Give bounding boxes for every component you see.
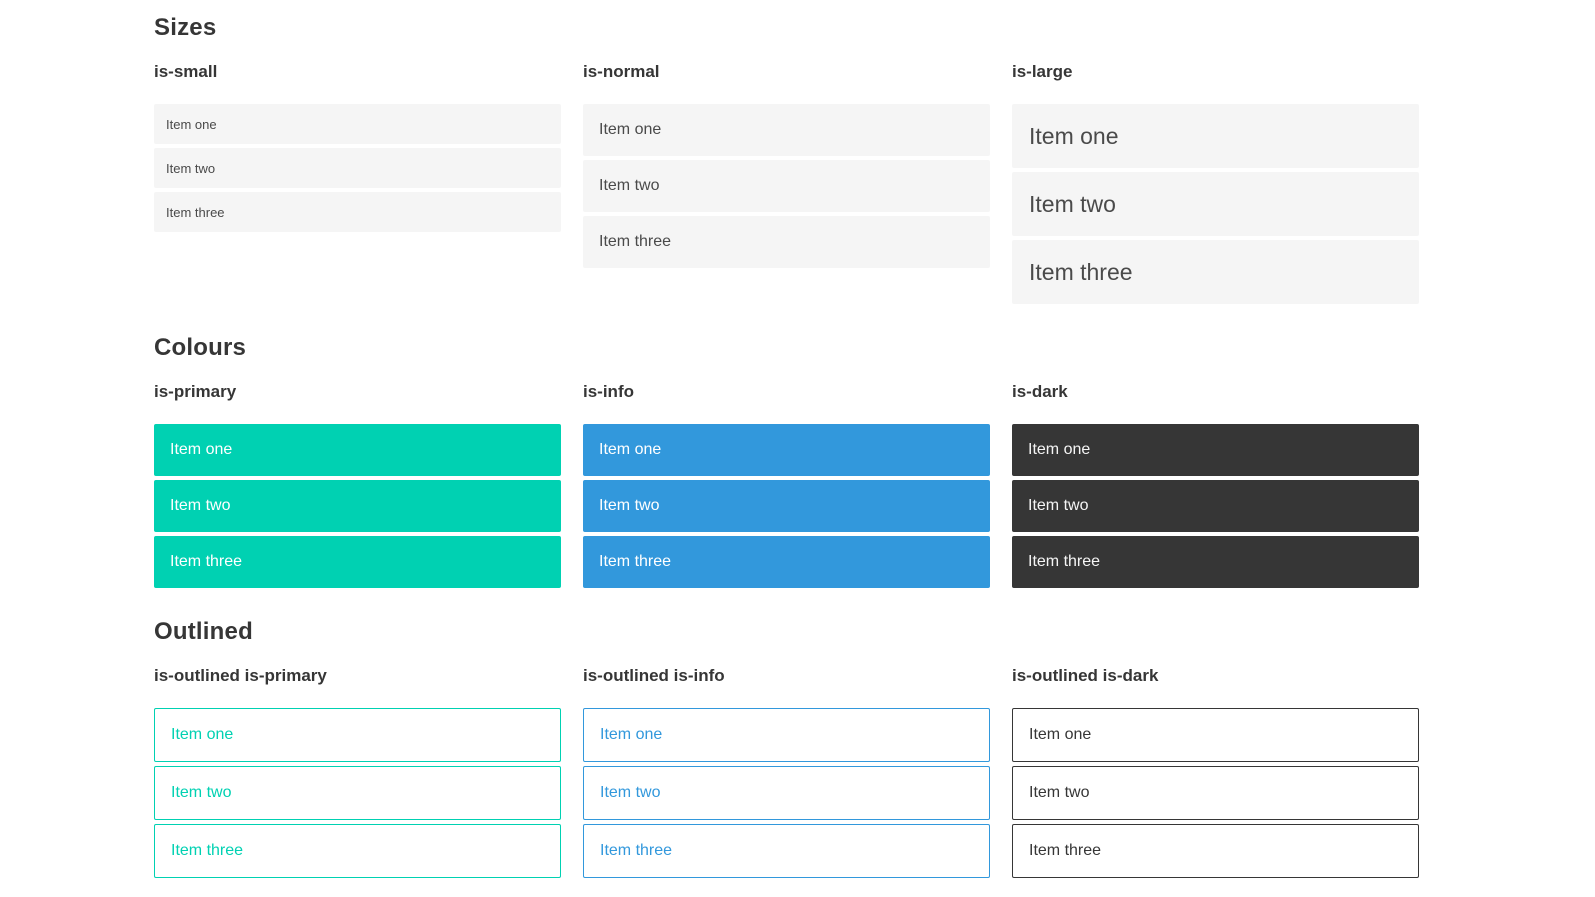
list-item[interactable]: Item one — [1012, 104, 1419, 168]
list: Item one Item two Item three — [1012, 104, 1419, 304]
list-group-is-small: is-small Item one Item two Item three — [154, 62, 561, 232]
list: Item one Item two Item three — [154, 424, 561, 588]
list-demo-page: Sizes is-small Item one Item two Item th… — [154, 14, 1419, 878]
group-label: is-outlined is-dark — [1012, 666, 1159, 685]
list-item[interactable]: Item three — [1012, 824, 1419, 878]
list-group-is-outlined-is-primary: is-outlined is-primary Item one Item two… — [154, 666, 561, 878]
list-item[interactable]: Item one — [154, 708, 561, 762]
list: Item one Item two Item three — [1012, 708, 1419, 878]
list: Item one Item two Item three — [154, 104, 561, 232]
list-item[interactable]: Item two — [154, 480, 561, 532]
list-item[interactable]: Item two — [154, 148, 561, 188]
list: Item one Item two Item three — [1012, 424, 1419, 588]
group-label: is-info — [583, 382, 634, 401]
list-group-is-info: is-info Item one Item two Item three — [583, 382, 990, 588]
list-item[interactable]: Item three — [1012, 240, 1419, 304]
list-item[interactable]: Item one — [154, 104, 561, 144]
list-item[interactable]: Item three — [1012, 536, 1419, 588]
group-label: is-dark — [1012, 382, 1068, 401]
list-item[interactable]: Item two — [1012, 766, 1419, 820]
group-label: is-small — [154, 62, 218, 81]
list-item[interactable]: Item two — [1012, 172, 1419, 236]
section-title: Sizes — [154, 14, 217, 41]
list-item[interactable]: Item one — [583, 104, 990, 156]
list-item[interactable]: Item three — [583, 216, 990, 268]
colours-groups: is-primary Item one Item two Item three … — [154, 382, 1419, 588]
list-item[interactable]: Item three — [583, 536, 990, 588]
list-group-is-large: is-large Item one Item two Item three — [1012, 62, 1419, 304]
group-label: is-primary — [154, 382, 237, 401]
list-item[interactable]: Item three — [154, 536, 561, 588]
sizes-groups: is-small Item one Item two Item three is… — [154, 62, 1419, 304]
outlined-groups: is-outlined is-primary Item one Item two… — [154, 666, 1419, 878]
list-group-is-dark: is-dark Item one Item two Item three — [1012, 382, 1419, 588]
group-label: is-outlined is-primary — [154, 666, 327, 685]
group-label: is-outlined is-info — [583, 666, 725, 685]
list-item[interactable]: Item two — [583, 160, 990, 212]
list: Item one Item two Item three — [583, 104, 990, 268]
list-item[interactable]: Item one — [583, 424, 990, 476]
list-item[interactable]: Item two — [583, 766, 990, 820]
list-item[interactable]: Item two — [583, 480, 990, 532]
list: Item one Item two Item three — [154, 708, 561, 878]
list: Item one Item two Item three — [583, 708, 990, 878]
list-item[interactable]: Item one — [154, 424, 561, 476]
section-colours: Colours is-primary Item one Item two Ite… — [154, 334, 1419, 588]
list-group-is-outlined-is-dark: is-outlined is-dark Item one Item two It… — [1012, 666, 1419, 878]
list-group-is-normal: is-normal Item one Item two Item three — [583, 62, 990, 268]
section-outlined: Outlined is-outlined is-primary Item one… — [154, 618, 1419, 878]
group-label: is-normal — [583, 62, 660, 81]
section-title: Outlined — [154, 618, 253, 645]
list-item[interactable]: Item three — [154, 824, 561, 878]
list-group-is-primary: is-primary Item one Item two Item three — [154, 382, 561, 588]
section-title: Colours — [154, 334, 247, 361]
list-item[interactable]: Item two — [1012, 480, 1419, 532]
list-group-is-outlined-is-info: is-outlined is-info Item one Item two It… — [583, 666, 990, 878]
list-item[interactable]: Item one — [1012, 708, 1419, 762]
group-label: is-large — [1012, 62, 1073, 81]
list-item[interactable]: Item one — [583, 708, 990, 762]
section-sizes: Sizes is-small Item one Item two Item th… — [154, 14, 1419, 304]
list-item[interactable]: Item one — [1012, 424, 1419, 476]
list-item[interactable]: Item three — [154, 192, 561, 232]
list-item[interactable]: Item two — [154, 766, 561, 820]
list: Item one Item two Item three — [583, 424, 990, 588]
list-item[interactable]: Item three — [583, 824, 990, 878]
